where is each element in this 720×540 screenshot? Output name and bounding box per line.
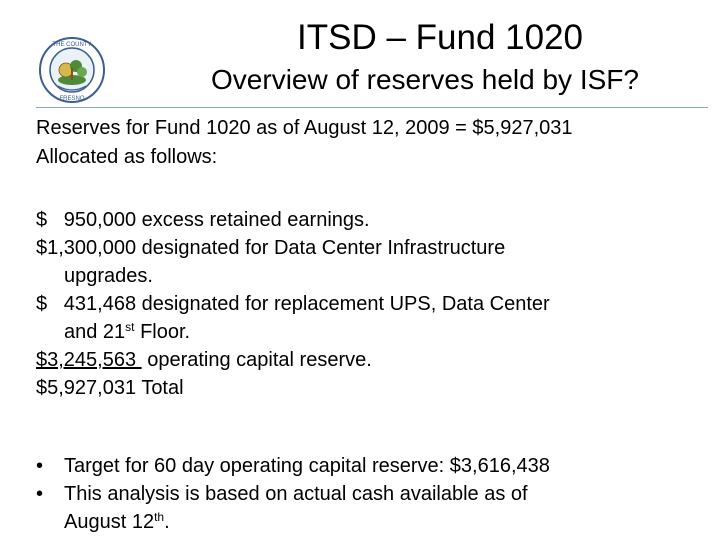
allocation-row-continuation: upgrades. bbox=[36, 262, 550, 290]
allocation-row-ups: $ 431,468 designated for replacement UPS… bbox=[36, 290, 550, 318]
allocation-row-retained-earnings: $ 950,000 excess retained earnings. bbox=[36, 206, 550, 234]
allocation-amount: $ 431,468 bbox=[36, 293, 137, 315]
allocation-row-data-center: $1,300,000 designated for Data Center In… bbox=[36, 234, 550, 262]
reserves-summary-line: Reserves for Fund 1020 as of August 12, … bbox=[36, 117, 573, 139]
bullet-text: August 12 bbox=[64, 511, 155, 533]
bullet-icon: • bbox=[36, 455, 44, 477]
slide-title: ITSD – Fund 1020 bbox=[297, 18, 583, 57]
bullet-list: • Target for 60 day operating capital re… bbox=[36, 452, 550, 536]
allocation-description: designated for Data Center Infrastructur… bbox=[141, 237, 506, 259]
ordinal-suffix: th bbox=[154, 510, 165, 524]
bullet-text: This analysis is based on actual cash av… bbox=[64, 483, 528, 505]
allocation-row-total: $5,927,031 Total bbox=[36, 374, 550, 402]
header-divider bbox=[36, 107, 708, 108]
bullet-icon: • bbox=[36, 483, 44, 505]
allocation-description: operating capital reserve. bbox=[147, 349, 372, 371]
svg-text:THE COUNTY: THE COUNTY bbox=[53, 42, 92, 48]
allocation-amount: $ 950,000 bbox=[36, 209, 137, 231]
allocation-row-continuation: and 21st Floor. bbox=[36, 318, 550, 346]
allocation-total-amount: $5,927,031 bbox=[36, 377, 137, 399]
county-seal-logo: THE COUNTY FRESNO bbox=[39, 37, 105, 103]
allocated-label: Allocated as follows: bbox=[36, 146, 218, 168]
allocation-description-cont: and 21 bbox=[64, 321, 126, 343]
bullet-text: Target for 60 day operating capital rese… bbox=[64, 455, 550, 477]
svg-text:FRESNO: FRESNO bbox=[59, 96, 84, 102]
bullet-item-analysis-cont: August 12th. bbox=[36, 508, 550, 536]
allocation-total-label: Total bbox=[141, 377, 184, 399]
allocation-amount-underlined: $3,245,563 bbox=[36, 349, 142, 371]
bullet-text: . bbox=[164, 511, 170, 533]
bullet-item-target: • Target for 60 day operating capital re… bbox=[36, 452, 550, 480]
allocation-list: $ 950,000 excess retained earnings. $1,3… bbox=[36, 206, 550, 402]
allocation-description-cont: upgrades. bbox=[64, 265, 153, 287]
allocation-row-operating-capital: $3,245,563 operating capital reserve. bbox=[36, 346, 550, 374]
allocation-amount: $1,300,000 bbox=[36, 237, 137, 259]
slide-subtitle: Overview of reserves held by ISF? bbox=[211, 64, 639, 95]
ordinal-suffix: st bbox=[125, 320, 135, 334]
allocation-description-cont: Floor. bbox=[134, 321, 191, 343]
allocation-description: excess retained earnings. bbox=[141, 209, 370, 231]
bullet-item-analysis: • This analysis is based on actual cash … bbox=[36, 480, 550, 508]
allocation-description: designated for replacement UPS, Data Cen… bbox=[141, 293, 550, 315]
